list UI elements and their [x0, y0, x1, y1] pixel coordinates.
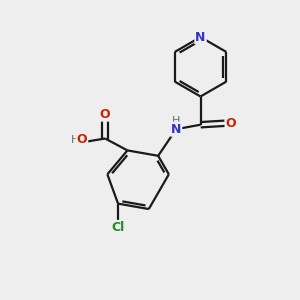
Text: O: O	[76, 134, 87, 146]
Text: O: O	[100, 108, 110, 121]
Text: Cl: Cl	[111, 221, 125, 234]
Text: H: H	[70, 135, 79, 145]
Text: H: H	[172, 116, 180, 126]
Text: N: N	[171, 123, 181, 136]
Text: O: O	[226, 117, 236, 130]
Text: N: N	[195, 31, 206, 44]
